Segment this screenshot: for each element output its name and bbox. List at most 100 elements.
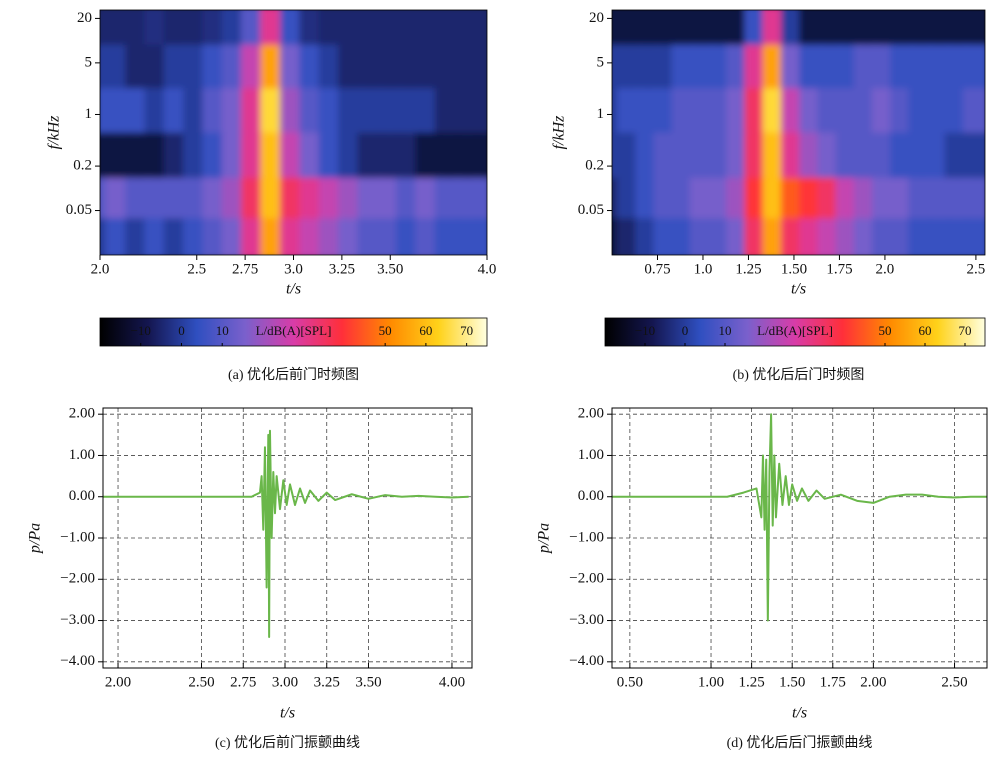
heatmap-cell [962, 177, 985, 227]
y-tick-label: 20 [77, 10, 92, 26]
colorbar-tick-label: 10 [216, 323, 229, 338]
y-tick-label: 0.05 [66, 202, 92, 218]
heatmap-cells [100, 10, 487, 255]
colorbar-label: L/dB(A)[SPL] [256, 323, 332, 338]
x-axis-label: t/s [280, 705, 295, 722]
heatmap-cell [473, 10, 487, 53]
x-tick-label: 2.0 [91, 261, 110, 277]
heatmap-cell [473, 88, 487, 141]
x-tick-label: 2.75 [232, 261, 258, 277]
heatmap-cell [962, 218, 985, 255]
y-axis-label: p/Pa [536, 523, 553, 554]
heatmap-cell [473, 132, 487, 186]
y-tick-label: 0.2 [73, 158, 92, 174]
colorbar-tick-label: 0 [178, 323, 185, 338]
plot-frame [611, 9, 986, 256]
x-tick-label: 1.50 [779, 674, 805, 690]
y-tick-label: 1 [85, 106, 93, 122]
x-tick-label: 1.75 [826, 261, 852, 277]
x-axis-label: t/s [286, 281, 301, 298]
x-tick-label: 2.50 [188, 674, 214, 690]
colorbar [604, 317, 986, 347]
heatmap [612, 10, 985, 255]
x-tick-label: 2.00 [860, 674, 886, 690]
y-tick-label: −2.00 [569, 571, 604, 587]
x-tick-label: 1.00 [698, 674, 724, 690]
y-tick-label: 1.00 [69, 447, 95, 463]
y-tick-label: 20 [589, 10, 604, 26]
y-tick-label: 2.00 [69, 406, 95, 422]
x-tick-label: 2.5 [187, 261, 206, 277]
x-tick-label: 1.25 [738, 674, 764, 690]
heatmap-cell [962, 132, 985, 186]
y-tick-label: 0.05 [578, 202, 604, 218]
colorbar [99, 317, 488, 347]
y-tick-label: 0.2 [585, 158, 604, 174]
x-tick-label: 1.75 [820, 674, 846, 690]
x-axis-label: t/s [792, 705, 807, 722]
heatmap-cell [962, 44, 985, 97]
x-tick-label: 3.25 [329, 261, 355, 277]
x-tick-label: 4.00 [439, 674, 465, 690]
colorbar-label: L/dB(A)[SPL] [757, 323, 833, 338]
colorbar-tick-label: 50 [879, 323, 892, 338]
x-tick-label: 1.50 [781, 261, 807, 277]
colorbar-tick-label: 60 [419, 323, 432, 338]
heatmap-cell [962, 10, 985, 53]
caption: (a) 优化后前门时频图 [228, 366, 359, 383]
x-axis-label: t/s [791, 281, 806, 298]
y-tick-label: −3.00 [569, 612, 604, 628]
y-tick-label: 1 [597, 106, 605, 122]
heatmap-cell [962, 88, 985, 141]
y-tick-label: −1.00 [60, 529, 95, 545]
line-series [103, 429, 469, 639]
colorbar-tick-label: 70 [460, 323, 473, 338]
heatmap [100, 10, 487, 255]
x-tick-label: 0.75 [644, 261, 670, 277]
line-series [612, 413, 987, 622]
x-tick-label: 3.50 [355, 674, 381, 690]
plot-frame [611, 407, 988, 669]
plot-frame [102, 407, 473, 669]
x-tick-label: 1.0 [694, 261, 713, 277]
x-tick-label: 1.25 [735, 261, 761, 277]
y-tick-label: 0.00 [578, 488, 604, 504]
heatmap-cell [473, 218, 487, 255]
y-tick-label: −4.00 [569, 653, 604, 669]
plot-frame [99, 9, 488, 256]
x-tick-label: 3.50 [377, 261, 403, 277]
y-tick-label: 5 [85, 54, 93, 70]
colorbar-tick-label: 50 [379, 323, 392, 338]
x-tick-label: 4.0 [478, 261, 497, 277]
heatmap-cell [473, 44, 487, 97]
y-tick-label: −4.00 [60, 653, 95, 669]
x-tick-label: 2.5 [967, 261, 986, 277]
colorbar-tick-label: 60 [919, 323, 932, 338]
colorbar-tick-label: 70 [959, 323, 972, 338]
colorbar-tick-label: −10 [131, 323, 151, 338]
heatmap-cells [612, 10, 985, 255]
x-tick-label: 0.50 [617, 674, 643, 690]
y-tick-label: −1.00 [569, 529, 604, 545]
y-tick-label: 5 [597, 54, 605, 70]
y-tick-label: −3.00 [60, 612, 95, 628]
y-tick-label: 1.00 [578, 447, 604, 463]
caption: (b) 优化后后门时频图 [733, 367, 865, 383]
colorbar-tick-label: 10 [719, 323, 732, 338]
y-tick-label: 0.00 [69, 488, 95, 504]
plot-bg [612, 408, 987, 668]
y-axis-label: f/kHz [46, 115, 63, 150]
x-tick-label: 2.75 [230, 674, 256, 690]
colorbar-tick-label: 0 [682, 323, 689, 338]
y-tick-label: 2.00 [578, 406, 604, 422]
caption: (c) 优化后前门振颤曲线 [215, 734, 360, 751]
x-tick-label: 2.50 [941, 674, 967, 690]
x-tick-label: 3.25 [314, 674, 340, 690]
y-axis-label: p/Pa [27, 523, 44, 554]
x-tick-label: 3.0 [284, 261, 303, 277]
x-tick-label: 3.00 [272, 674, 298, 690]
y-axis-label: f/kHz [551, 115, 568, 150]
colorbar-tick-label: −10 [635, 323, 655, 338]
heatmap-cell [473, 177, 487, 227]
